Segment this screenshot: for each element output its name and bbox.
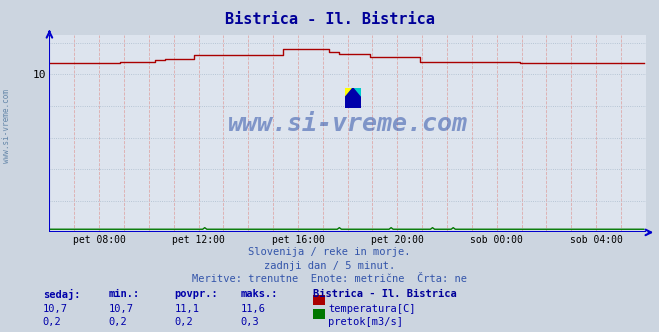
Text: pretok[m3/s]: pretok[m3/s] [328,317,403,327]
Text: Bistrica - Il. Bistrica: Bistrica - Il. Bistrica [313,289,457,299]
Text: Bistrica - Il. Bistrica: Bistrica - Il. Bistrica [225,12,434,27]
Text: maks.:: maks.: [241,289,278,299]
Text: zadnji dan / 5 minut.: zadnji dan / 5 minut. [264,261,395,271]
Text: 11,6: 11,6 [241,304,266,314]
Text: 0,3: 0,3 [241,317,259,327]
Polygon shape [345,88,361,108]
Text: povpr.:: povpr.: [175,289,218,299]
Text: Slovenija / reke in morje.: Slovenija / reke in morje. [248,247,411,257]
Text: 10,7: 10,7 [43,304,68,314]
Text: 0,2: 0,2 [175,317,193,327]
Text: Meritve: trenutne  Enote: metrične  Črta: ne: Meritve: trenutne Enote: metrične Črta: … [192,274,467,284]
Text: 10,7: 10,7 [109,304,134,314]
Text: sedaj:: sedaj: [43,289,80,300]
Text: 11,1: 11,1 [175,304,200,314]
Text: 0,2: 0,2 [43,317,61,327]
Text: www.si-vreme.com: www.si-vreme.com [2,89,11,163]
Polygon shape [345,88,361,108]
Text: min.:: min.: [109,289,140,299]
Text: www.si-vreme.com: www.si-vreme.com [227,112,468,136]
Text: 0,2: 0,2 [109,317,127,327]
Text: temperatura[C]: temperatura[C] [328,304,416,314]
Polygon shape [345,88,353,108]
